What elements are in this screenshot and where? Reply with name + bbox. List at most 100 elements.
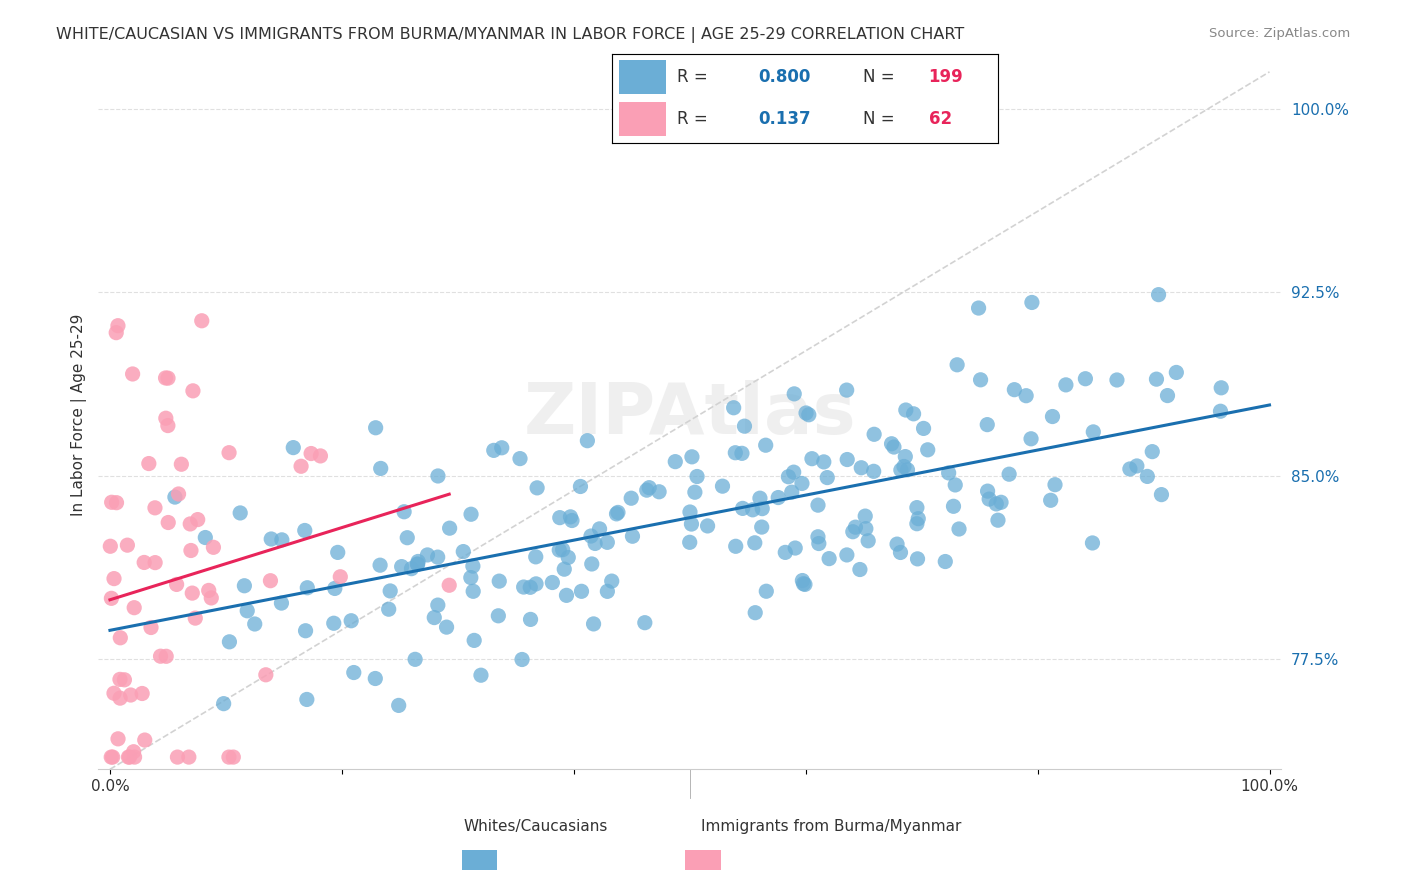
- Text: Whites/Caucasians: Whites/Caucasians: [464, 819, 609, 834]
- Point: [218, 635, 240, 649]
- Point: [724, 539, 747, 553]
- Point: [886, 537, 908, 551]
- Point: [270, 596, 292, 610]
- Point: [596, 584, 619, 599]
- Point: [815, 470, 838, 484]
- Point: [934, 555, 956, 569]
- Point: [905, 500, 928, 515]
- Point: [783, 465, 806, 479]
- Point: [368, 558, 391, 573]
- Point: [583, 536, 606, 550]
- Point: [890, 463, 912, 477]
- Point: [406, 557, 429, 571]
- Point: [679, 505, 702, 519]
- Point: [807, 536, 830, 550]
- Point: [837, 452, 859, 467]
- Point: [607, 505, 630, 519]
- Point: [621, 529, 644, 543]
- Point: [120, 688, 142, 702]
- Point: [917, 442, 939, 457]
- Point: [391, 559, 413, 574]
- Point: [863, 427, 886, 442]
- Point: [166, 750, 188, 764]
- Point: [117, 538, 139, 552]
- Point: [155, 411, 177, 425]
- Point: [711, 479, 734, 493]
- Point: [370, 461, 392, 475]
- Y-axis label: In Labor Force | Age 25-29: In Labor Force | Age 25-29: [72, 313, 87, 516]
- Point: [197, 583, 219, 598]
- Point: [218, 445, 240, 459]
- Point: [416, 548, 439, 562]
- Point: [194, 531, 217, 545]
- Text: 0.800: 0.800: [759, 68, 811, 86]
- Point: [751, 501, 773, 516]
- Point: [903, 407, 925, 421]
- Point: [519, 580, 541, 594]
- Point: [681, 516, 703, 531]
- Point: [751, 520, 773, 534]
- Point: [124, 750, 146, 764]
- Point: [557, 550, 579, 565]
- Text: N =: N =: [863, 110, 900, 128]
- Point: [437, 578, 460, 592]
- Point: [723, 401, 745, 415]
- Point: [184, 611, 207, 625]
- Point: [166, 577, 188, 591]
- Point: [155, 371, 177, 385]
- Point: [482, 443, 505, 458]
- Point: [110, 631, 132, 645]
- Point: [156, 371, 179, 385]
- Point: [1166, 366, 1188, 380]
- Point: [1019, 432, 1042, 446]
- Point: [187, 512, 209, 526]
- Point: [323, 582, 346, 596]
- Point: [548, 543, 571, 558]
- Text: R =: R =: [678, 110, 713, 128]
- Point: [460, 508, 482, 522]
- Point: [118, 750, 141, 764]
- Point: [423, 610, 446, 624]
- Point: [780, 485, 803, 500]
- Point: [579, 529, 602, 543]
- Point: [664, 455, 686, 469]
- Point: [987, 513, 1010, 527]
- Point: [548, 510, 571, 524]
- Point: [470, 668, 492, 682]
- Point: [569, 479, 592, 493]
- Point: [181, 384, 204, 398]
- Point: [426, 469, 449, 483]
- Point: [696, 519, 718, 533]
- Point: [364, 421, 387, 435]
- Point: [406, 558, 429, 572]
- Point: [744, 606, 766, 620]
- Point: [731, 501, 754, 516]
- Point: [853, 509, 876, 524]
- Point: [683, 485, 706, 500]
- Point: [177, 750, 200, 764]
- Point: [509, 451, 531, 466]
- Point: [524, 549, 547, 564]
- Point: [1211, 381, 1233, 395]
- FancyBboxPatch shape: [619, 60, 666, 94]
- Point: [807, 530, 830, 544]
- FancyBboxPatch shape: [619, 102, 666, 136]
- Point: [401, 561, 423, 575]
- Point: [309, 449, 332, 463]
- Point: [894, 450, 917, 464]
- Point: [1002, 383, 1025, 397]
- Point: [856, 533, 879, 548]
- Point: [107, 318, 129, 333]
- Point: [600, 574, 623, 588]
- Point: [380, 583, 402, 598]
- Point: [724, 446, 747, 460]
- Point: [108, 691, 131, 706]
- Point: [731, 446, 754, 460]
- Point: [990, 495, 1012, 509]
- Point: [790, 476, 813, 491]
- Point: [326, 545, 349, 559]
- Point: [976, 417, 998, 432]
- Point: [463, 584, 485, 599]
- Point: [979, 492, 1001, 507]
- Point: [851, 460, 873, 475]
